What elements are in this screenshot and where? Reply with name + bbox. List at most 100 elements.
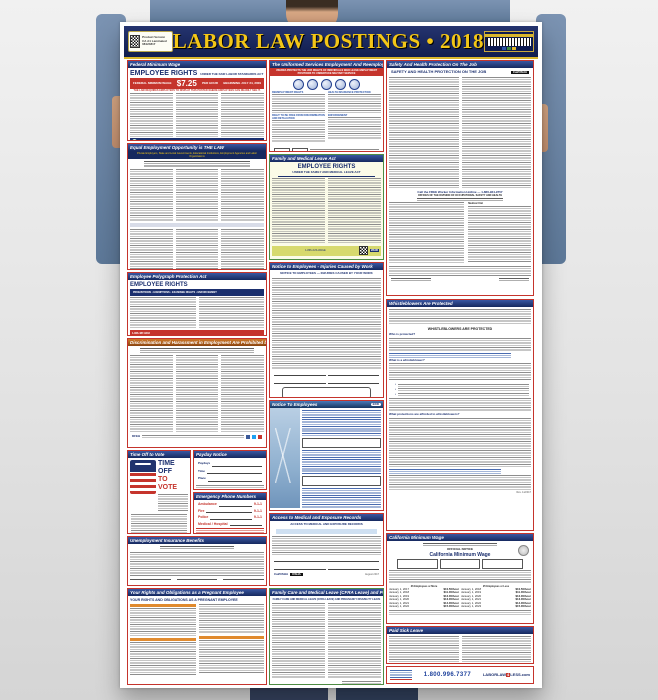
- section-federal-minimum-wage: Federal Minimum Wage EMPLOYEE RIGHTS UND…: [127, 60, 267, 141]
- body-text-column: [272, 177, 325, 244]
- section-cfra-pdl: Family Care and Medical Leave (CFRA Leav…: [269, 588, 384, 685]
- section-title: Notice to Employees - Injuries Caused by…: [270, 263, 383, 270]
- link-text: [389, 468, 501, 474]
- minimum-wage-rate: $7.25: [176, 79, 197, 88]
- flsa-heading: EMPLOYEE RIGHTS: [130, 70, 198, 77]
- gold-strip: [485, 33, 533, 37]
- whd-logo: [132, 139, 137, 140]
- body-text-column: [175, 169, 219, 221]
- whistleblower-heading: WHISTLEBLOWERS ARE PROTECTED: [427, 327, 493, 331]
- section-title: California Minimum Wage: [387, 534, 533, 541]
- emergency-value: 9-1-1: [253, 508, 262, 513]
- section-medical-exposure-records: Access to Medical and Exposure Records A…: [269, 513, 384, 586]
- section-whistleblowers: Whistleblowers Are Protected WHISTLEBLOW…: [386, 299, 534, 531]
- minimum-wage-band: FEDERAL MINIMUM WAGE $7.25 PER HOUR BEGI…: [130, 78, 264, 89]
- dfeh-logo: DFEH: [132, 434, 141, 439]
- whd-logo: WHD: [369, 247, 379, 253]
- eeo-subtitle: Private Employers, State and Local Gover…: [137, 152, 257, 158]
- footer-text: [310, 149, 379, 151]
- rate-box: [439, 558, 481, 569]
- body-text-column: [175, 355, 219, 433]
- section-eeo-is-the-law: Equal Employment Opportunity is THE LAW …: [127, 143, 267, 270]
- whd-phone: 1-866-487-9243: [240, 138, 262, 141]
- medical-unit-heading: Medical Unit: [468, 202, 483, 206]
- body-text: [389, 337, 531, 352]
- product-version-label: Product Version CA A1 Laminated 08124817: [128, 31, 173, 52]
- body-text-column: [130, 229, 173, 269]
- product-line1: Product Version: [142, 35, 166, 40]
- edd-logo: EDD: [370, 401, 381, 407]
- section-polygraph: Employee Polygraph Protection Act EMPLOY…: [127, 272, 267, 336]
- section-title: Safety And Health Protection On The Job: [387, 61, 533, 68]
- body-text-column: [389, 636, 459, 662]
- intro-text: [423, 543, 497, 547]
- body-text: [130, 552, 264, 576]
- body-text-column: [221, 93, 265, 137]
- offices-table-left: [389, 202, 465, 265]
- body-text-column: [198, 297, 264, 329]
- offices-table-right: Medical Unit: [468, 202, 531, 264]
- section-discrimination-harassment: Discrimination and Harassment in Employm…: [127, 338, 267, 448]
- vendor-footer: 1.800.996.7377 LABORLAW 4 LESS.com: [386, 666, 534, 684]
- compliance-barcode-box: [484, 31, 534, 52]
- signature-line: [130, 579, 171, 580]
- section-title: Equal Employment Opportunity is THE LAW: [128, 144, 266, 151]
- agency-logo: [274, 148, 290, 151]
- body-text-column: [130, 355, 173, 433]
- vendor-phone: 1.800.996.7377: [423, 671, 472, 678]
- poster-header: Product Version CA A1 Laminated 08124817…: [124, 26, 538, 59]
- pregnant-heading: YOUR RIGHTS AND OBLIGATIONS AS A PREGNAN…: [130, 598, 238, 602]
- body-text: [389, 417, 531, 468]
- body-text-column: [221, 229, 265, 269]
- vendor-brand-logo: LABORLAW 4 LESS.com: [482, 671, 530, 678]
- body-text-column: [389, 76, 459, 189]
- military-seal-icon: [293, 79, 304, 90]
- body-text-column: [175, 93, 219, 137]
- section-title: Whistleblowers Are Protected: [387, 300, 533, 307]
- highlight-band: [276, 528, 377, 534]
- body-text-column: [130, 93, 173, 137]
- person-leg-right: [336, 686, 418, 700]
- body-text-column: REEMPLOYMENT RIGHTS RIGHT TO BE FREE FRO…: [272, 91, 325, 147]
- payday-field-label: Place: [198, 476, 206, 481]
- userra-band: USERRA PROTECTS THE JOB RIGHTS OF INDIVI…: [275, 69, 378, 75]
- body-text-column: [221, 355, 265, 433]
- body-text: [302, 450, 381, 474]
- section-ca-minimum-wage: California Minimum Wage OFFICIAL NOTICE …: [386, 533, 534, 624]
- bridge-watermark: [270, 408, 300, 508]
- body-text: [389, 309, 531, 325]
- color-chips-icon: [502, 46, 516, 50]
- intro-text: [144, 161, 250, 167]
- body-text-column: [130, 604, 196, 677]
- schedule-group-2: 25 Employees or Less January 1, 2018 $10.…: [461, 584, 531, 609]
- payday-field-label: Paydays: [198, 461, 211, 466]
- qr-code-icon: [358, 246, 368, 256]
- link-text: [389, 352, 511, 358]
- fmla-heading: EMPLOYEE RIGHTS: [297, 164, 356, 170]
- sub-band: [130, 223, 264, 227]
- vendor-logo: [390, 669, 412, 681]
- section-fmla: Family and Medical Leave Act EMPLOYEE RI…: [269, 154, 384, 260]
- question-heading: Who is protected?: [389, 332, 416, 337]
- calosha-logo: Cal/OSHA: [510, 69, 529, 75]
- person-leg-left: [250, 686, 328, 700]
- facebook-icon: [246, 435, 250, 439]
- orange-subheader: [198, 636, 264, 640]
- youtube-icon: [258, 435, 262, 439]
- section-title: Emergency Phone Numbers: [194, 493, 266, 500]
- body-text-column: [328, 603, 381, 679]
- rate-box: [397, 558, 438, 569]
- records-date: August 2017: [364, 572, 379, 576]
- section-injuries-caused-by-work: Notice to Employees - Injuries Caused by…: [269, 262, 384, 398]
- question-heading: What is a whistleblower?: [389, 357, 425, 362]
- footer-text: [389, 609, 531, 615]
- footer-text: [196, 528, 264, 533]
- question-heading: What protections are afforded to whistle…: [389, 412, 460, 417]
- orange-subheader: [130, 638, 196, 642]
- section-userra: The Uniformed Services Employment And Re…: [269, 60, 384, 152]
- schedule-group-1: 26 Employees or More January 1, 2017 $10.…: [389, 584, 459, 609]
- body-text-column: [272, 603, 325, 679]
- ballot-box-icon: [130, 460, 156, 494]
- body-text: [389, 363, 531, 382]
- body-text: [272, 277, 381, 370]
